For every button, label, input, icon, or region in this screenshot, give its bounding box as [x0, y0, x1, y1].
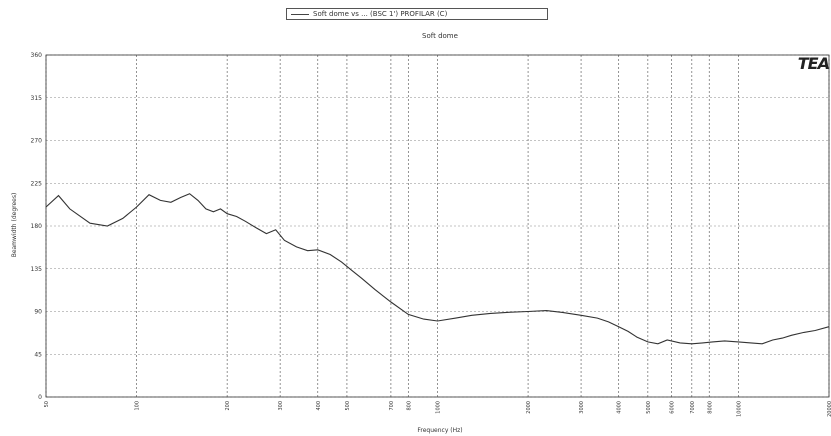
x-tick-label: 20000 — [827, 401, 831, 417]
y-tick-label: 360 — [31, 52, 43, 59]
y-tick-label: 315 — [31, 95, 43, 102]
x-tick-label: 1000 — [436, 401, 442, 414]
y-tick-label: 0 — [38, 394, 42, 401]
y-tick-label: 180 — [31, 223, 43, 230]
y-tick-label: 90 — [34, 309, 42, 316]
y-tick-label: 225 — [31, 180, 43, 187]
x-tick-label: 300 — [278, 401, 284, 411]
x-tick-label: 5000 — [646, 401, 652, 414]
x-tick-label: 50 — [44, 401, 50, 407]
x-axis-label: Frequency (Hz) — [417, 427, 462, 434]
x-tick-label: 500 — [345, 401, 351, 411]
series-lines — [45, 193, 830, 345]
x-tick-label: 2000 — [526, 401, 532, 414]
x-tick-label: 8000 — [707, 401, 713, 414]
grid-lines — [45, 54, 830, 398]
chart-legend: Soft dome vs ... (BSC 1') PROFILAR (C) — [286, 8, 548, 20]
x-tick-label: 3000 — [579, 401, 585, 414]
x-tick-label: 400 — [316, 401, 322, 411]
x-tick-label: 700 — [389, 401, 395, 411]
x-tick-label: 4000 — [617, 401, 623, 414]
x-tick-label: 6000 — [670, 401, 676, 414]
chart-title: Soft dome — [422, 32, 458, 40]
x-tick-label: 7000 — [690, 401, 696, 414]
y-tick-label: 270 — [31, 138, 43, 145]
tick-labels: 0 45 90 135 180 225 270 315 360 50 100 200 300 400 500… — [31, 52, 831, 417]
y-tick-label: 45 — [34, 351, 42, 358]
legend-label: Soft dome vs ... (BSC 1') PROFILAR (C) — [313, 10, 448, 18]
series-line — [45, 193, 830, 345]
axes — [45, 54, 830, 398]
x-tick-label: 100 — [135, 401, 141, 411]
plot-frame — [45, 54, 830, 398]
brand-logo: TEA — [797, 54, 830, 73]
legend-swatch — [291, 13, 309, 15]
y-tick-label: 135 — [31, 266, 43, 273]
x-tick-label: 200 — [225, 401, 231, 411]
x-tick-label: 800 — [406, 401, 412, 411]
x-tick-label: 10000 — [736, 401, 742, 417]
y-axis-label: Beamwidth (degrees) — [11, 193, 18, 258]
